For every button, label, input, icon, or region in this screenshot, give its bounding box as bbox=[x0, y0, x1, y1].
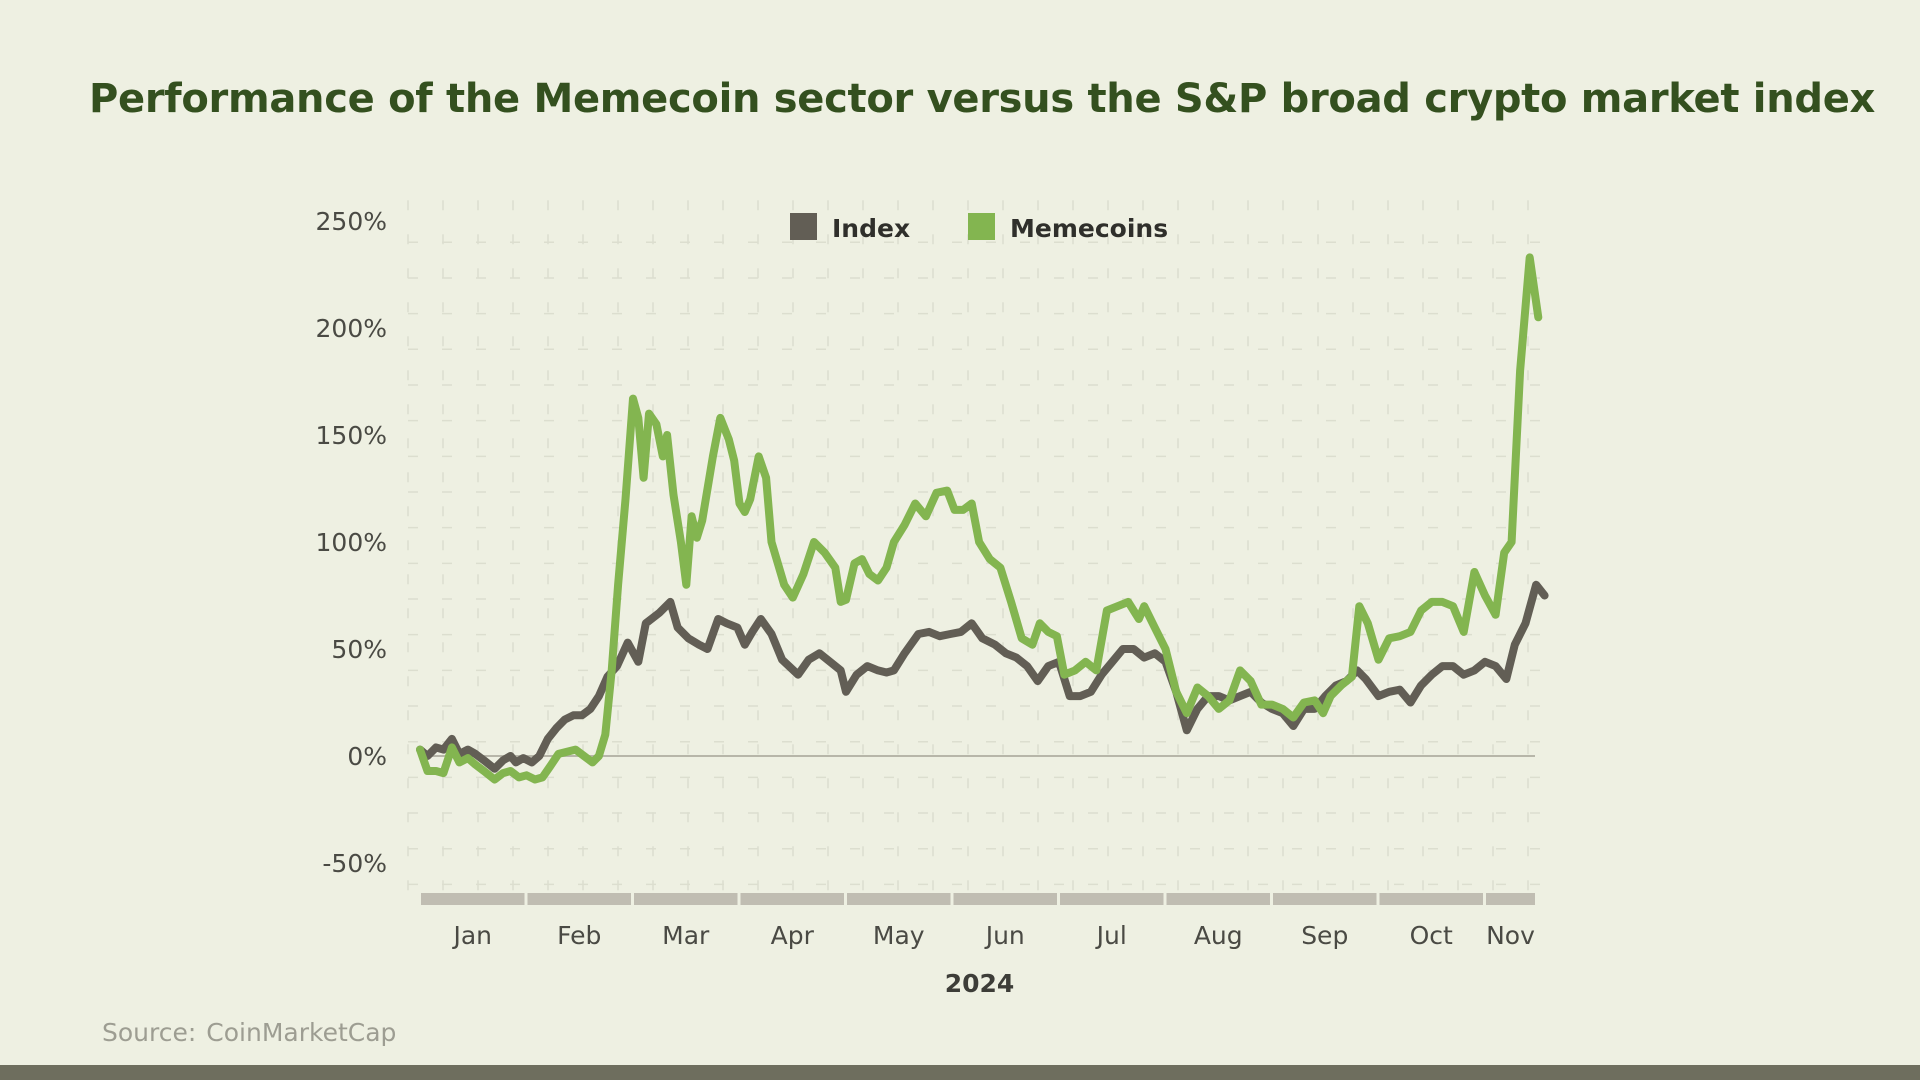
chart-title: Performance of the Memecoin sector versu… bbox=[89, 76, 1876, 122]
x-tick-label: Mar bbox=[662, 921, 710, 950]
line-chart: -50% 0% 50% 100% 150% 200% 250% Jan Feb Mar Apr Ma… bbox=[316, 200, 1549, 998]
legend: Index Memecoins bbox=[790, 213, 1168, 243]
series-line-memecoins bbox=[416, 253, 1543, 784]
x-tick-label: Jan bbox=[451, 921, 492, 950]
x-tick-label: May bbox=[873, 921, 925, 950]
source-label: Source: bbox=[102, 1018, 197, 1047]
month-bar bbox=[1273, 893, 1377, 905]
x-tick-label: Sep bbox=[1301, 921, 1348, 950]
y-tick-label: 200% bbox=[316, 314, 387, 343]
month-bar bbox=[1060, 893, 1164, 905]
y-tick-label: 150% bbox=[316, 421, 387, 450]
grid bbox=[407, 200, 1545, 895]
month-bar bbox=[634, 893, 738, 905]
source-note: Source: CoinMarketCap bbox=[102, 1018, 396, 1047]
month-bar bbox=[1166, 893, 1270, 905]
x-tick-label: Apr bbox=[771, 921, 815, 950]
x-tick-label: Feb bbox=[557, 921, 601, 950]
month-bar bbox=[1486, 893, 1535, 905]
month-bar bbox=[421, 893, 525, 905]
legend-swatch-memecoins bbox=[968, 213, 995, 240]
y-tick-label: 50% bbox=[331, 635, 387, 664]
source-value: CoinMarketCap bbox=[206, 1018, 397, 1047]
x-axis-label: 2024 bbox=[945, 969, 1015, 998]
series-lines bbox=[416, 253, 1549, 784]
x-tick-label: Oct bbox=[1410, 921, 1453, 950]
month-bar bbox=[740, 893, 844, 905]
y-tick-label: 250% bbox=[316, 207, 387, 236]
legend-label-memecoins: Memecoins bbox=[1010, 214, 1168, 243]
x-axis-ticks: Jan Feb Mar Apr May Jun Jul Aug Sep Oct Nov bbox=[451, 921, 1535, 950]
series-line-index bbox=[416, 580, 1549, 773]
x-tick-label: Jul bbox=[1095, 921, 1127, 950]
y-axis-ticks: -50% 0% 50% 100% 150% 200% 250% bbox=[316, 207, 387, 878]
legend-label-index: Index bbox=[832, 214, 910, 243]
legend-swatch-index bbox=[790, 213, 817, 240]
footer-bar bbox=[0, 1065, 1920, 1080]
month-bar bbox=[1379, 893, 1483, 905]
x-tick-label: Jun bbox=[984, 921, 1025, 950]
month-bar bbox=[527, 893, 631, 905]
month-bar bbox=[953, 893, 1057, 905]
x-tick-label: Aug bbox=[1194, 921, 1243, 950]
y-tick-label: -50% bbox=[322, 849, 387, 878]
x-tick-label: Nov bbox=[1486, 921, 1535, 950]
month-bar bbox=[847, 893, 951, 905]
month-bars bbox=[421, 893, 1535, 905]
y-tick-label: 100% bbox=[316, 528, 387, 557]
y-tick-label: 0% bbox=[347, 742, 387, 771]
